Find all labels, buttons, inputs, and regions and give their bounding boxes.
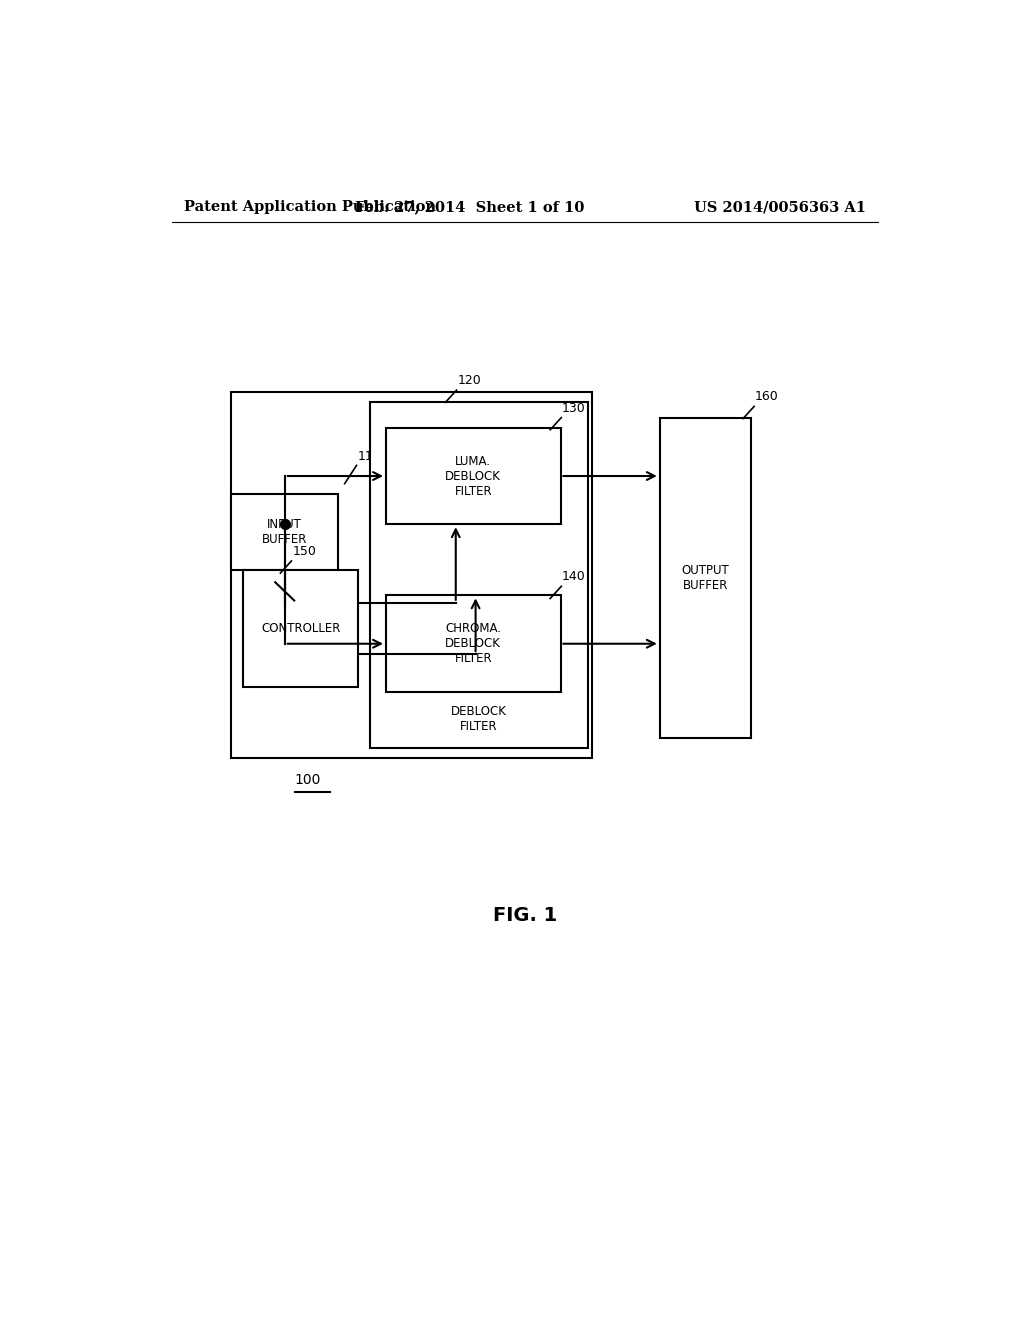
Text: LUMA.
DEBLOCK
FILTER: LUMA. DEBLOCK FILTER — [445, 454, 501, 498]
Text: 140: 140 — [562, 570, 586, 583]
Bar — [386, 428, 560, 524]
Text: 150: 150 — [292, 545, 316, 558]
Bar — [231, 392, 592, 758]
Bar — [386, 595, 560, 692]
Text: 160: 160 — [755, 391, 778, 404]
Text: CONTROLLER: CONTROLLER — [261, 622, 340, 635]
Text: US 2014/0056363 A1: US 2014/0056363 A1 — [694, 201, 866, 214]
Text: FIG. 1: FIG. 1 — [493, 906, 557, 925]
Bar — [370, 403, 588, 748]
Bar — [231, 494, 338, 570]
Text: Patent Application Publication: Patent Application Publication — [183, 201, 435, 214]
Bar — [659, 417, 751, 738]
Text: CHROMA.
DEBLOCK
FILTER: CHROMA. DEBLOCK FILTER — [445, 622, 501, 665]
Text: 110: 110 — [358, 450, 382, 463]
Text: Feb. 27, 2014  Sheet 1 of 10: Feb. 27, 2014 Sheet 1 of 10 — [354, 201, 584, 214]
Bar — [243, 570, 358, 686]
Text: INPUT
BUFFER: INPUT BUFFER — [262, 517, 307, 546]
Text: 120: 120 — [458, 374, 481, 387]
Text: 130: 130 — [562, 401, 586, 414]
Text: OUTPUT
BUFFER: OUTPUT BUFFER — [681, 564, 729, 591]
Text: DEBLOCK
FILTER: DEBLOCK FILTER — [452, 705, 507, 733]
Text: 100: 100 — [295, 774, 322, 787]
